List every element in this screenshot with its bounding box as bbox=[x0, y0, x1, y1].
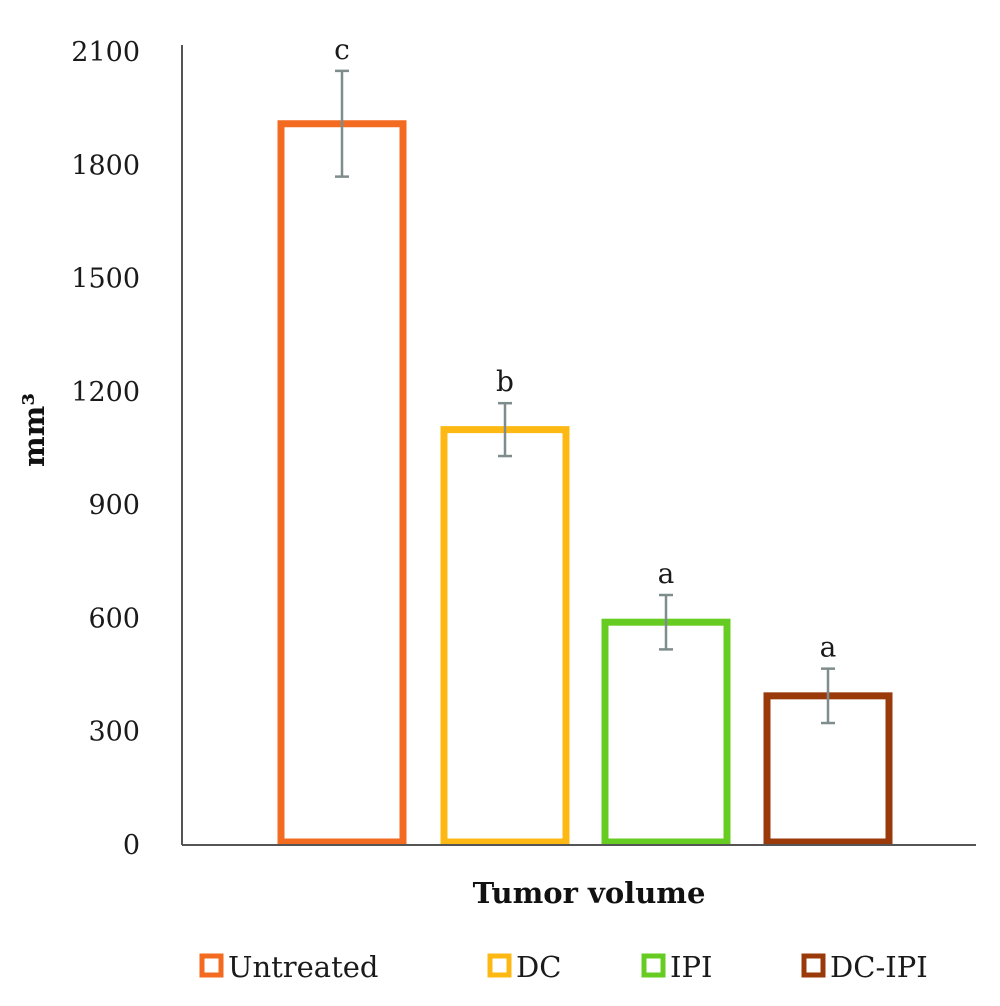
y-tick-label: 1800 bbox=[71, 150, 140, 181]
y-axis-ticks: 0 300 600 900 1200 1500 1800 2100 bbox=[71, 37, 140, 861]
legend-label: Untreated bbox=[228, 950, 378, 984]
bars-group bbox=[277, 120, 893, 846]
significance-label: b bbox=[496, 365, 514, 398]
y-tick-label: 0 bbox=[123, 830, 140, 861]
bar-untreated bbox=[277, 120, 407, 846]
significance-labels-group: c b a a bbox=[334, 33, 836, 664]
error-bar bbox=[821, 667, 835, 725]
legend-swatch bbox=[641, 953, 666, 978]
x-axis-title: Tumor volume bbox=[473, 876, 706, 910]
significance-label: a bbox=[658, 557, 675, 590]
significance-label: a bbox=[820, 631, 837, 664]
legend-item: DC-IPI bbox=[801, 950, 928, 984]
y-tick-label: 600 bbox=[88, 603, 140, 634]
error-bar bbox=[498, 401, 512, 458]
legend-swatch bbox=[801, 953, 826, 978]
y-tick-label: 2100 bbox=[71, 37, 140, 68]
y-tick-label: 1200 bbox=[71, 377, 140, 408]
y-tick-label: 1500 bbox=[71, 264, 140, 295]
y-axis-title: mm³ bbox=[17, 393, 51, 467]
bar-ipi bbox=[601, 618, 731, 846]
legend: Untreated DC IPI DC-IPI bbox=[199, 950, 928, 984]
error-bars-group bbox=[335, 69, 835, 725]
error-bar bbox=[659, 593, 673, 651]
legend-label: DC-IPI bbox=[830, 950, 928, 984]
legend-item: DC bbox=[487, 950, 561, 984]
legend-item: Untreated bbox=[199, 950, 378, 984]
legend-swatch bbox=[199, 953, 224, 978]
legend-item: IPI bbox=[641, 950, 712, 984]
y-tick-label: 300 bbox=[88, 717, 140, 748]
y-tick-label: 900 bbox=[88, 490, 140, 521]
bar-dc bbox=[440, 426, 570, 846]
legend-swatch bbox=[487, 953, 512, 978]
error-bar bbox=[335, 69, 349, 178]
legend-label: IPI bbox=[670, 950, 712, 984]
legend-label: DC bbox=[516, 950, 561, 984]
significance-label: c bbox=[334, 33, 350, 66]
